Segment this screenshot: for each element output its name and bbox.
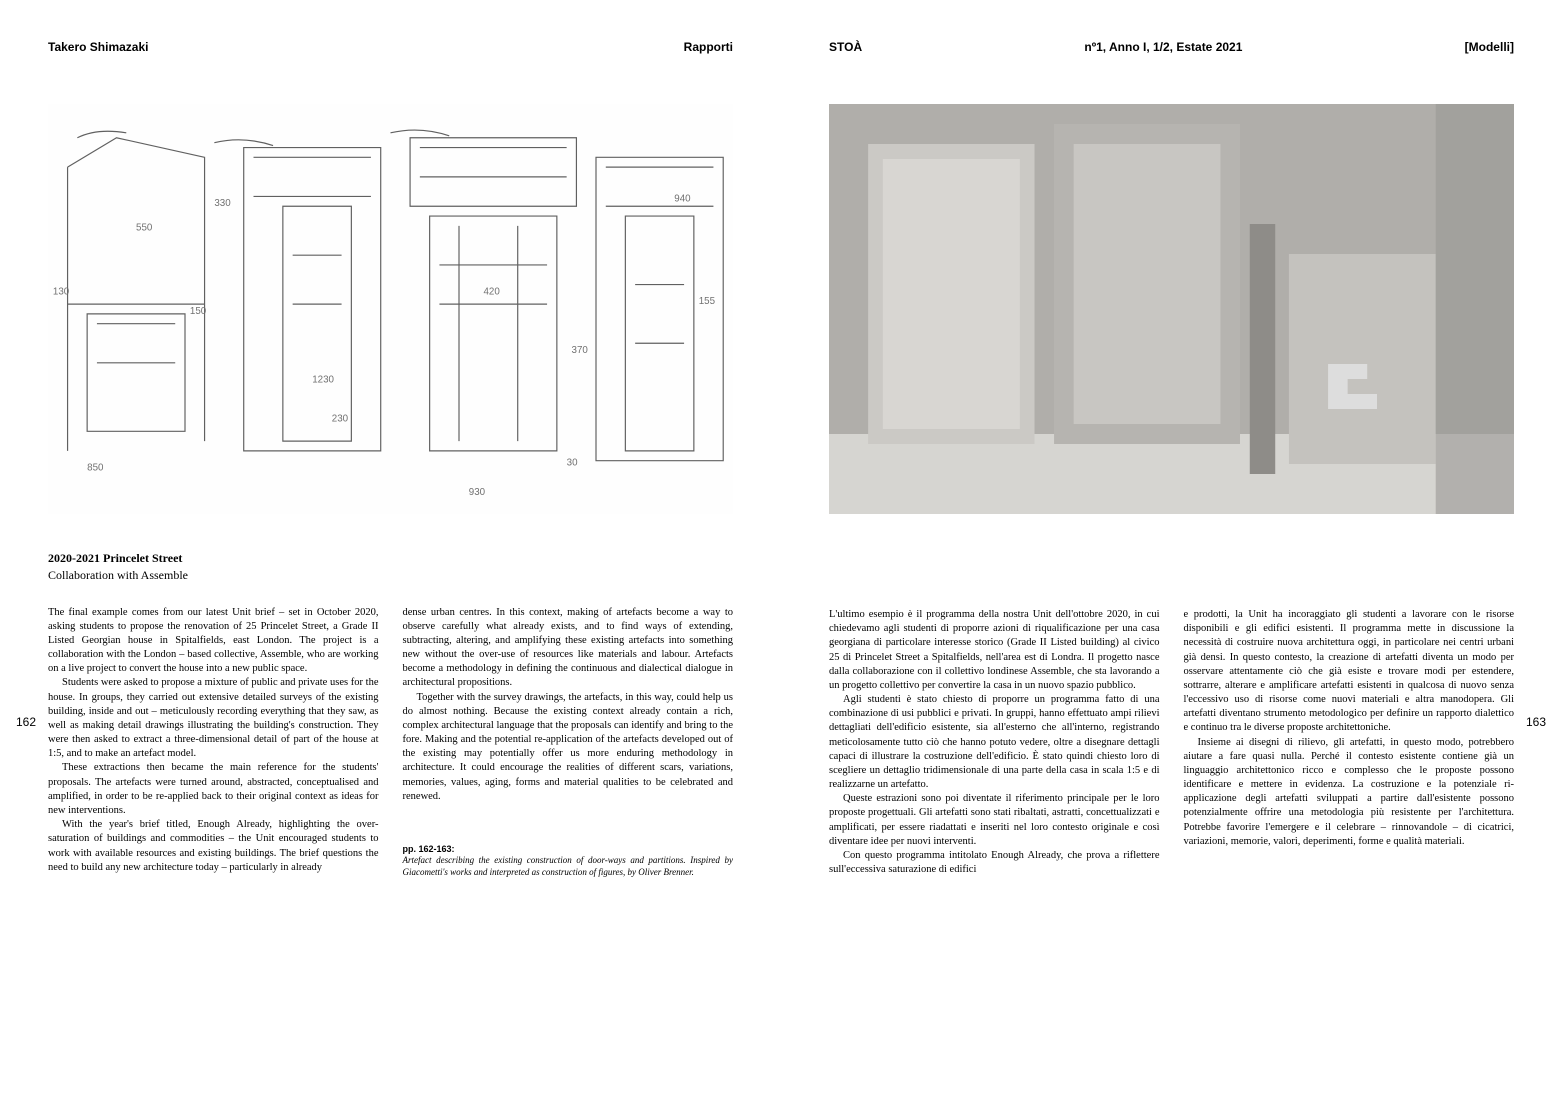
page-spread: Takero Shimazaki Rapporti 130 330 xyxy=(0,0,1562,1109)
para: Con questo programma intitolato Enough A… xyxy=(829,849,1160,877)
right-header: STOÀ nº1, Anno I, 1/2, Estate 2021 [Mode… xyxy=(829,40,1514,54)
para: Queste estrazioni sono poi diventate il … xyxy=(829,792,1160,849)
image-caption: pp. 162-163: Artefact describing the exi… xyxy=(403,844,734,878)
sketch-dim: 230 xyxy=(332,414,349,425)
project-title: 2020-2021 Princelet Street xyxy=(48,550,733,567)
page-number-left: 162 xyxy=(16,715,36,729)
sketch-dim: 940 xyxy=(674,193,691,204)
right-col2: e prodotti, la Unit ha incoraggiato gli … xyxy=(1184,608,1515,877)
section-name: Rapporti xyxy=(684,40,733,54)
sketch-drawing: 130 330 850 1230 230 420 370 930 940 155… xyxy=(48,104,733,514)
photo-image xyxy=(829,104,1514,514)
right-columns: L'ultimo esempio è il programma della no… xyxy=(829,608,1514,877)
sketch-dim: 155 xyxy=(699,296,716,307)
para: These extractions then became the main r… xyxy=(48,761,379,818)
para: The final example comes from our latest … xyxy=(48,606,379,677)
left-col1: The final example comes from our latest … xyxy=(48,606,379,878)
project-collab: Collaboration with Assemble xyxy=(48,567,733,584)
sketch-dim: 370 xyxy=(572,345,589,356)
photo-svg xyxy=(829,104,1514,514)
author-name: Takero Shimazaki xyxy=(48,40,149,54)
sketch-dim: 30 xyxy=(567,458,578,469)
spacer xyxy=(829,550,1514,608)
caption-text: Artefact describing the existing constru… xyxy=(403,855,734,878)
subtitle: 2020-2021 Princelet Street Collaboration… xyxy=(48,550,733,584)
sketch-svg: 130 330 850 1230 230 420 370 930 940 155… xyxy=(48,104,733,514)
sketch-dim: 330 xyxy=(214,198,231,209)
journal-name: STOÀ xyxy=(829,40,862,54)
para: e prodotti, la Unit ha incoraggiato gli … xyxy=(1184,608,1515,736)
para: L'ultimo esempio è il programma della no… xyxy=(829,608,1160,693)
para: Agli studenti è stato chiesto di proporr… xyxy=(829,693,1160,792)
sketch-dim: 420 xyxy=(483,286,500,297)
caption-pages: pp. 162-163: xyxy=(403,844,734,855)
left-col2: dense urban centres. In this context, ma… xyxy=(403,606,734,878)
sketch-dim: 130 xyxy=(53,286,70,297)
para: dense urban centres. In this context, ma… xyxy=(403,606,734,691)
para: With the year's brief titled, Enough Alr… xyxy=(48,818,379,875)
sketch-image: 130 330 850 1230 230 420 370 930 940 155… xyxy=(48,104,733,514)
page-number-right: 163 xyxy=(1526,715,1546,729)
sketch-dim: 1230 xyxy=(312,374,334,385)
para: Students were asked to propose a mixture… xyxy=(48,676,379,761)
right-col1: L'ultimo esempio è il programma della no… xyxy=(829,608,1160,877)
model-photo xyxy=(829,104,1514,514)
sketch-dim: 150 xyxy=(190,306,207,317)
right-page: STOÀ nº1, Anno I, 1/2, Estate 2021 [Mode… xyxy=(781,0,1562,1109)
left-page: Takero Shimazaki Rapporti 130 330 xyxy=(0,0,781,1109)
sketch-dim: 930 xyxy=(469,487,486,498)
sketch-dim: 550 xyxy=(136,223,153,234)
section-bracket: [Modelli] xyxy=(1465,40,1514,54)
issue-info: nº1, Anno I, 1/2, Estate 2021 xyxy=(1084,40,1242,54)
para: Insieme ai disegni di rilievo, gli artef… xyxy=(1184,736,1515,849)
para: Together with the survey drawings, the a… xyxy=(403,691,734,804)
sketch-dim: 850 xyxy=(87,462,104,473)
left-columns: The final example comes from our latest … xyxy=(48,606,733,878)
left-header: Takero Shimazaki Rapporti xyxy=(48,40,733,54)
